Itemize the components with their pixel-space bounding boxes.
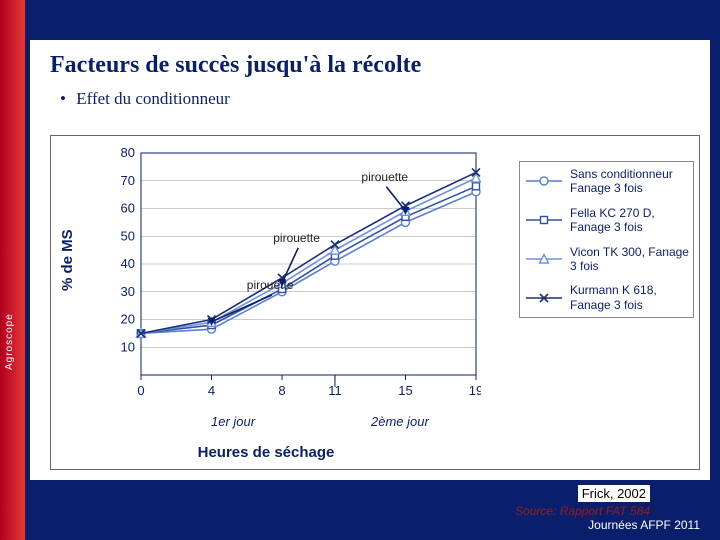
legend-text: Vicon TK 300, Fanage 3 fois [570,245,689,274]
footer-text: Journées AFPF 2011 [588,518,700,532]
legend-row: Fella KC 270 D, Fanage 3 fois [520,201,693,240]
legend-row: Sans conditionneur Fanage 3 fois [520,162,693,201]
chart-svg: 10 20 30 40 50 60 70 80 0 4 8 11 15 19 pirouette piroue… [111,148,481,413]
svg-text:8: 8 [278,383,285,398]
page-title: Facteurs de succès jusqu'à la récolte [50,52,690,79]
svg-text:11: 11 [328,383,342,398]
svg-text:60: 60 [121,201,135,216]
legend-swatch [524,290,564,306]
chart-container: % de MS 10 20 30 40 50 60 70 80 0 4 8 11 15 19 pirouet… [50,135,700,470]
day2-label: 2ème jour [371,414,429,429]
content-panel: Facteurs de succès jusqu'à la récolte Ef… [30,40,710,480]
legend-row: Vicon TK 300, Fanage 3 fois [520,240,693,279]
svg-text:19: 19 [469,383,481,398]
bullet-text: Effet du conditionneur [60,89,710,109]
citation: Frick, 2002 [578,485,650,502]
svg-text:50: 50 [121,228,135,243]
slide: Agroscope Facteurs de succès jusqu'à la … [0,0,720,540]
plot-area: 10 20 30 40 50 60 70 80 0 4 8 11 15 19 pirouette piroue… [111,148,481,413]
legend-text: Sans conditionneur Fanage 3 fois [570,167,689,196]
svg-text:15: 15 [398,383,412,398]
source-label: Source: Rapport FAT 584 [515,504,650,518]
legend-swatch [524,173,564,189]
svg-text:10: 10 [121,339,135,354]
svg-text:30: 30 [121,284,135,299]
y-axis-label: % de MS [59,229,76,291]
x-axis-label: Heures de séchage [51,444,481,461]
svg-text:70: 70 [121,173,135,188]
legend-row: Kurmann K 618, Fanage 3 fois [520,278,693,317]
legend: Sans conditionneur Fanage 3 fois Fella KC… [519,161,694,318]
svg-text:pirouette: pirouette [247,278,294,292]
brand-label: Agroscope [4,313,15,370]
day1-label: 1er jour [211,414,255,429]
left-accent-bar [0,0,25,540]
svg-text:pirouette: pirouette [273,231,320,245]
legend-text: Kurmann K 618, Fanage 3 fois [570,283,689,312]
svg-text:pirouette: pirouette [361,170,408,184]
legend-text: Fella KC 270 D, Fanage 3 fois [570,206,689,235]
legend-swatch [524,251,564,267]
legend-swatch [524,212,564,228]
svg-text:40: 40 [121,256,135,271]
svg-text:80: 80 [121,148,135,160]
svg-text:0: 0 [137,383,144,398]
svg-text:20: 20 [121,312,135,327]
svg-text:4: 4 [208,383,215,398]
